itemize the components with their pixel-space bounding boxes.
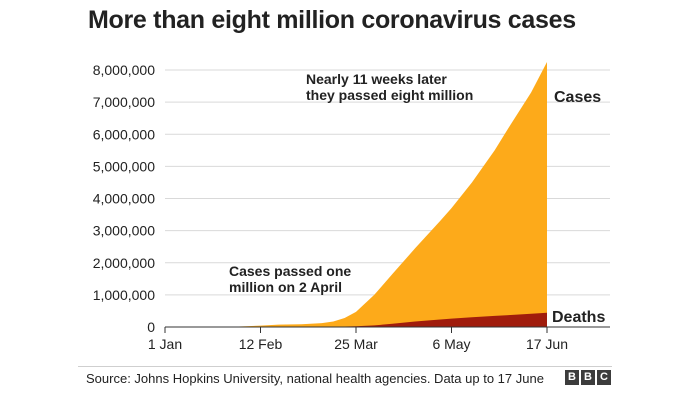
bbc-logo-letter: B <box>565 370 579 385</box>
y-tick-label: 1,000,000 <box>93 287 155 303</box>
series-area-deaths <box>212 312 548 327</box>
series-label-cases: Cases <box>554 89 601 106</box>
y-tick-label: 8,000,000 <box>93 62 155 78</box>
x-tick-label: 25 Mar <box>334 336 378 352</box>
annotation-line: million on 2 April <box>229 279 342 295</box>
series-label-deaths: Deaths <box>552 309 605 326</box>
bbc-logo-letter: C <box>597 370 611 385</box>
annotation-line: Nearly 11 weeks later <box>306 71 447 87</box>
bbc-logo: B B C <box>565 370 611 385</box>
y-tick-label: 6,000,000 <box>93 126 155 142</box>
chart-title: More than eight million coronavirus case… <box>88 6 576 34</box>
axes <box>164 326 610 333</box>
footer-divider <box>78 366 612 367</box>
series-area-cases <box>212 62 548 327</box>
y-tick-label: 5,000,000 <box>93 158 155 174</box>
bbc-logo-letter: B <box>581 370 595 385</box>
x-tick-label: 12 Feb <box>239 336 283 352</box>
labels: 0 1,000,000 2,000,000 3,000,000 4,000,000 5,0… <box>93 62 606 352</box>
y-tick-label: 2,000,000 <box>93 255 155 271</box>
series-areas <box>212 62 548 327</box>
annotation-line: they passed eight million <box>306 87 473 103</box>
y-tick-label: 3,000,000 <box>93 223 155 239</box>
x-tick-label: 1 Jan <box>148 336 182 352</box>
x-tick-label: 6 May <box>432 336 470 352</box>
y-tick-label: 7,000,000 <box>93 94 155 110</box>
y-tick-label: 0 <box>147 319 155 335</box>
annotation-line: Cases passed one <box>229 263 351 279</box>
y-tick-label: 4,000,000 <box>93 191 155 207</box>
source-note: Source: Johns Hopkins University, nation… <box>86 371 544 386</box>
chart-plot: 0 1,000,000 2,000,000 3,000,000 4,000,000 5,0… <box>93 62 610 352</box>
x-tick-label: 17 Jun <box>526 336 568 352</box>
